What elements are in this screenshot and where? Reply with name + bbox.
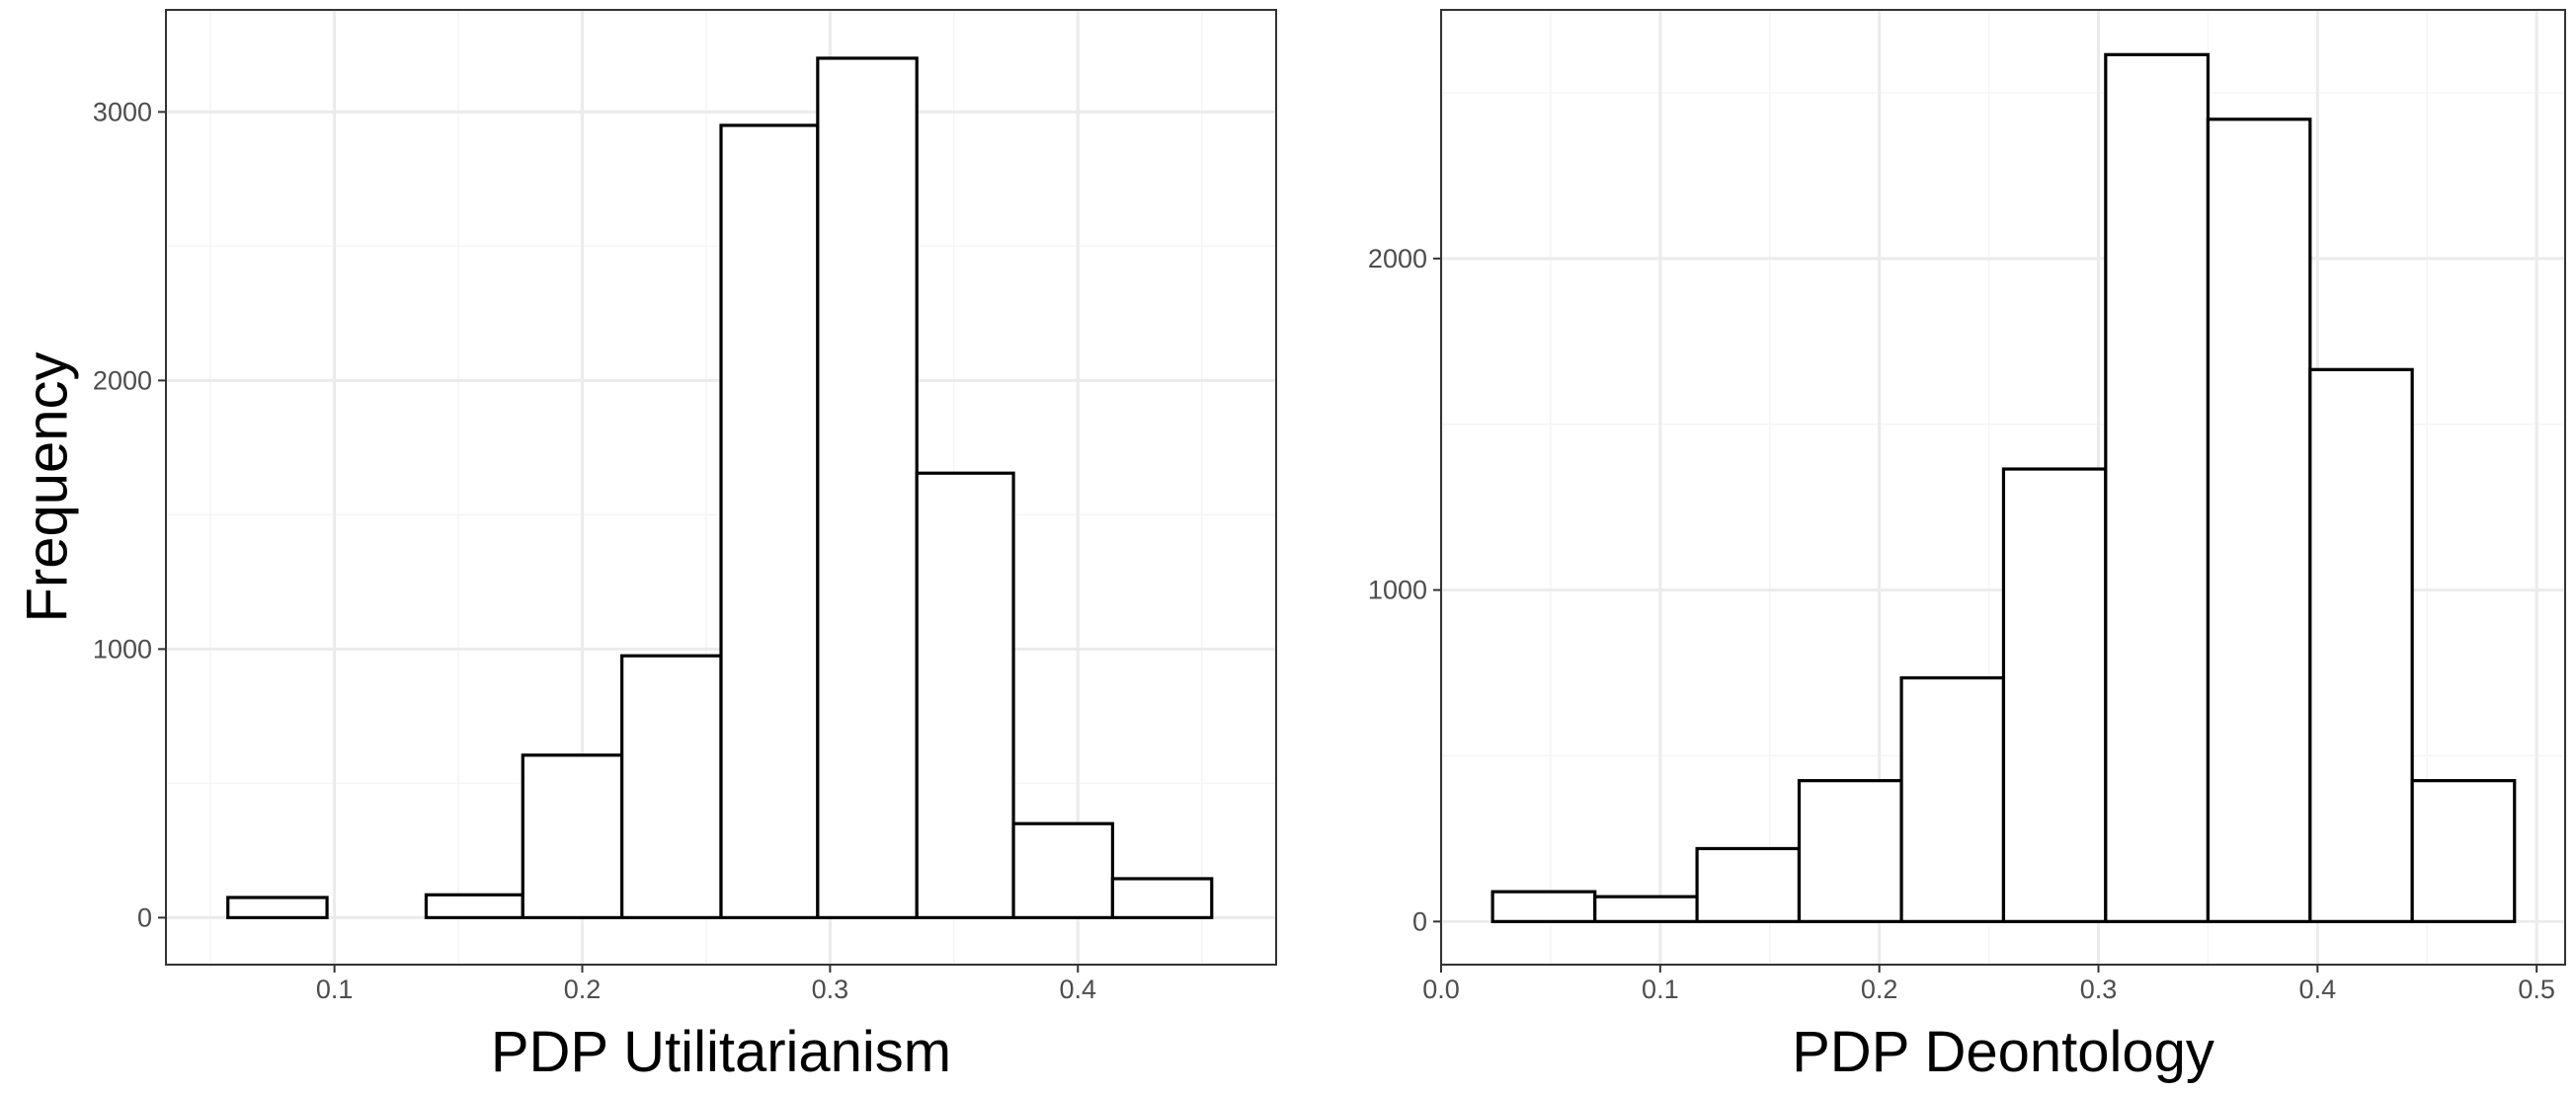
x-tick-label: 0.5 — [2518, 975, 2555, 1004]
histogram-bar-4 — [521, 753, 624, 919]
y-axis-title: Frequency — [16, 351, 80, 622]
y-tick-label: 2000 — [93, 365, 152, 395]
histogram-panel-1: 0 1000 2000 3000 0.1 0.2 0.3 0.4 PDP Utilitarian… — [16, 9, 1277, 1084]
y-tick-label: 0 — [137, 902, 152, 932]
histogram-bar-8 — [2206, 117, 2312, 923]
x-tick-label: 0.1 — [316, 975, 354, 1004]
x-tick-label: 0.2 — [564, 975, 602, 1004]
histogram-panel-2: 0 1000 2000 0.0 0.1 0.2 0.3 0.4 0.5 PDP Deontolog… — [1368, 9, 2566, 1084]
x-axis-title: PDP Utilitarianism — [491, 1020, 951, 1084]
y-tick-label: 3000 — [93, 97, 152, 126]
x-tick-label: 0.1 — [1642, 975, 1679, 1004]
histogram-bar-4 — [1797, 779, 1903, 923]
y-tick-label: 1000 — [1368, 576, 1427, 605]
histogram-bar-5 — [1899, 675, 2006, 923]
histogram-bar-1 — [1490, 890, 1597, 923]
x-tick-label: 0.2 — [1861, 975, 1898, 1004]
histogram-bar-1 — [226, 896, 329, 919]
histogram-bar-10 — [1110, 877, 1214, 919]
x-tick-label: 0.3 — [812, 975, 849, 1004]
panel-border — [1440, 9, 2566, 966]
x-tick-label: 0.0 — [1422, 975, 1460, 1004]
histogram-bar-6 — [719, 123, 820, 919]
histogram-bar-7 — [816, 56, 919, 919]
y-tick-label: 2000 — [1368, 244, 1427, 273]
histogram-bar-8 — [915, 471, 1015, 919]
histogram-bar-9 — [2308, 367, 2414, 923]
x-tick-label: 0.4 — [2299, 975, 2337, 1004]
histogram-bar-6 — [2001, 467, 2108, 923]
y-tick-label: 1000 — [93, 634, 152, 664]
x-axis-title: PDP Deontology — [1792, 1020, 2214, 1084]
histogram-bar-3 — [424, 893, 524, 919]
histogram-bar-5 — [620, 654, 723, 919]
histogram-bar-9 — [1011, 821, 1115, 919]
panel-border — [165, 9, 1277, 966]
x-tick-label: 0.3 — [2080, 975, 2118, 1004]
histogram-bar-2 — [1593, 895, 1699, 923]
y-tick-label: 0 — [1412, 906, 1427, 936]
histogram-bar-10 — [2410, 779, 2517, 923]
histogram-bar-3 — [1695, 846, 1802, 923]
histogram-bar-7 — [2104, 52, 2211, 923]
x-tick-label: 0.4 — [1060, 975, 1097, 1004]
